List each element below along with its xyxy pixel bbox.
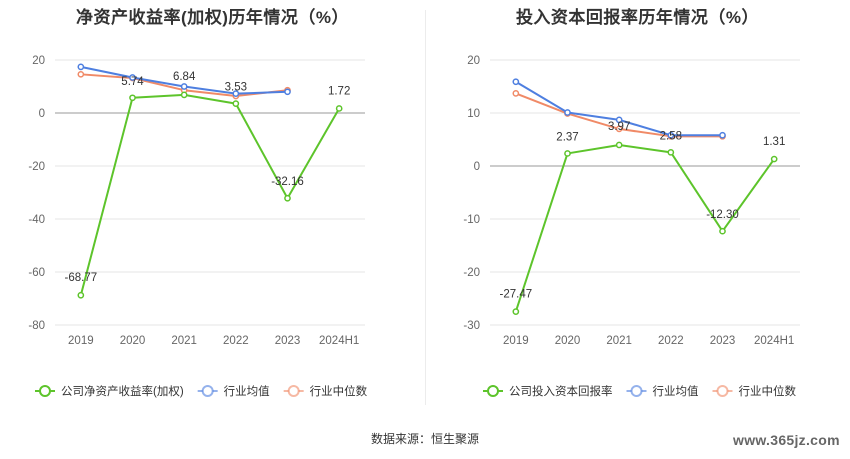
data-point bbox=[232, 100, 240, 107]
legend-swatch-marker bbox=[716, 385, 729, 397]
data-point bbox=[77, 70, 85, 78]
data-point bbox=[770, 155, 778, 163]
legend-label: 行业均值 bbox=[224, 385, 270, 398]
data-point bbox=[129, 74, 136, 81]
data-label: 2.58 bbox=[660, 130, 682, 142]
y-tick-label: -60 bbox=[28, 267, 45, 279]
data-point bbox=[512, 308, 520, 315]
data-label: -32.16 bbox=[271, 176, 304, 188]
y-tick-label: -40 bbox=[28, 214, 45, 226]
data-point bbox=[129, 94, 136, 102]
data-label: 5.74 bbox=[121, 76, 144, 88]
data-point bbox=[512, 78, 520, 86]
data-point bbox=[719, 227, 726, 235]
x-tick-label: 2022 bbox=[223, 335, 249, 347]
data-point bbox=[232, 90, 240, 98]
chart-title: 净资产收益率(加权)历年情况（%） bbox=[76, 8, 349, 27]
legend-swatch-marker bbox=[487, 385, 499, 397]
y-tick-label: -20 bbox=[463, 267, 480, 279]
x-tick-label: 2022 bbox=[658, 335, 684, 347]
data-point bbox=[77, 291, 85, 299]
legend-swatch-marker bbox=[39, 385, 51, 397]
legend-label: 公司净资产收益率(加权) bbox=[61, 384, 184, 398]
y-tick-label: 0 bbox=[39, 108, 45, 120]
x-tick-label: 2024H1 bbox=[319, 335, 359, 347]
data-label: 1.31 bbox=[763, 136, 785, 148]
series-line bbox=[514, 143, 775, 312]
data-point bbox=[615, 125, 623, 133]
legend-swatch-marker bbox=[287, 385, 300, 397]
data-point bbox=[335, 105, 343, 112]
data-point bbox=[512, 90, 520, 97]
x-tick-label: 2019 bbox=[68, 335, 94, 347]
data-point bbox=[667, 148, 675, 156]
legend-label: 行业中位数 bbox=[739, 384, 797, 398]
data-source-note: 数据来源：恒生聚源 bbox=[370, 432, 479, 446]
chart-title: 投入资本回报率历年情况（%） bbox=[515, 8, 760, 27]
y-tick-label: 20 bbox=[467, 55, 480, 67]
y-tick-label: 10 bbox=[467, 108, 480, 120]
data-point bbox=[180, 91, 188, 99]
roe-chart-panel: 净资产收益率(加权)历年情况（%） 20 0 -20 -40 -60 -80 2019 202… bbox=[0, 0, 425, 400]
y-tick-label: -10 bbox=[463, 214, 480, 226]
legend-label: 行业中位数 bbox=[310, 384, 368, 398]
roic-chart-svg: 20 10 0 -10 -20 -30 2019 2020 2021 2022 2023 2024H1… bbox=[463, 55, 800, 398]
data-point bbox=[615, 141, 623, 149]
data-point bbox=[284, 194, 291, 202]
legend-swatch-marker bbox=[630, 385, 643, 397]
x-tick-label: 2019 bbox=[503, 335, 529, 347]
data-label: 1.72 bbox=[328, 85, 350, 97]
legend-swatch-marker bbox=[201, 385, 214, 397]
y-tick-label: -20 bbox=[28, 161, 45, 173]
data-point bbox=[77, 63, 85, 71]
data-label: -27.47 bbox=[500, 289, 533, 301]
panel-divider bbox=[425, 10, 426, 405]
legend-label: 公司投入资本回报率 bbox=[509, 384, 613, 398]
data-label: 2.37 bbox=[556, 131, 578, 143]
x-tick-label: 2024H1 bbox=[754, 335, 794, 347]
data-label: 3.53 bbox=[225, 82, 247, 94]
watermark: www.365jz.com bbox=[733, 432, 840, 448]
legend-label: 行业均值 bbox=[653, 385, 699, 398]
y-tick-label: 20 bbox=[32, 55, 45, 67]
roe-chart-svg: 20 0 -20 -40 -60 -80 2019 2020 2021 2022 2023 2024H… bbox=[28, 55, 368, 398]
series-line bbox=[79, 93, 341, 296]
y-tick-label: -80 bbox=[28, 320, 45, 332]
data-point bbox=[615, 116, 623, 124]
data-point bbox=[719, 131, 726, 139]
y-tick-label: 0 bbox=[474, 161, 480, 173]
data-point bbox=[667, 131, 675, 139]
x-tick-label: 2021 bbox=[171, 335, 197, 347]
data-label: 3.97 bbox=[608, 121, 630, 133]
y-tick-label: -30 bbox=[463, 320, 480, 332]
roic-chart-panel: 投入资本回报率历年情况（%） 20 10 0 -10 -20 -30 2019 2020 202… bbox=[425, 0, 850, 400]
x-tick-label: 2021 bbox=[606, 335, 632, 347]
data-label: -12.30 bbox=[706, 209, 739, 221]
x-tick-label: 2023 bbox=[710, 335, 736, 347]
data-label: -68.77 bbox=[65, 272, 98, 284]
data-point bbox=[564, 150, 571, 157]
x-tick-label: 2020 bbox=[120, 335, 146, 347]
x-tick-label: 2023 bbox=[275, 335, 301, 347]
data-point bbox=[284, 88, 291, 96]
data-label: 6.84 bbox=[173, 71, 196, 83]
data-point bbox=[564, 109, 571, 116]
x-tick-label: 2020 bbox=[555, 335, 581, 347]
data-point bbox=[180, 83, 188, 90]
